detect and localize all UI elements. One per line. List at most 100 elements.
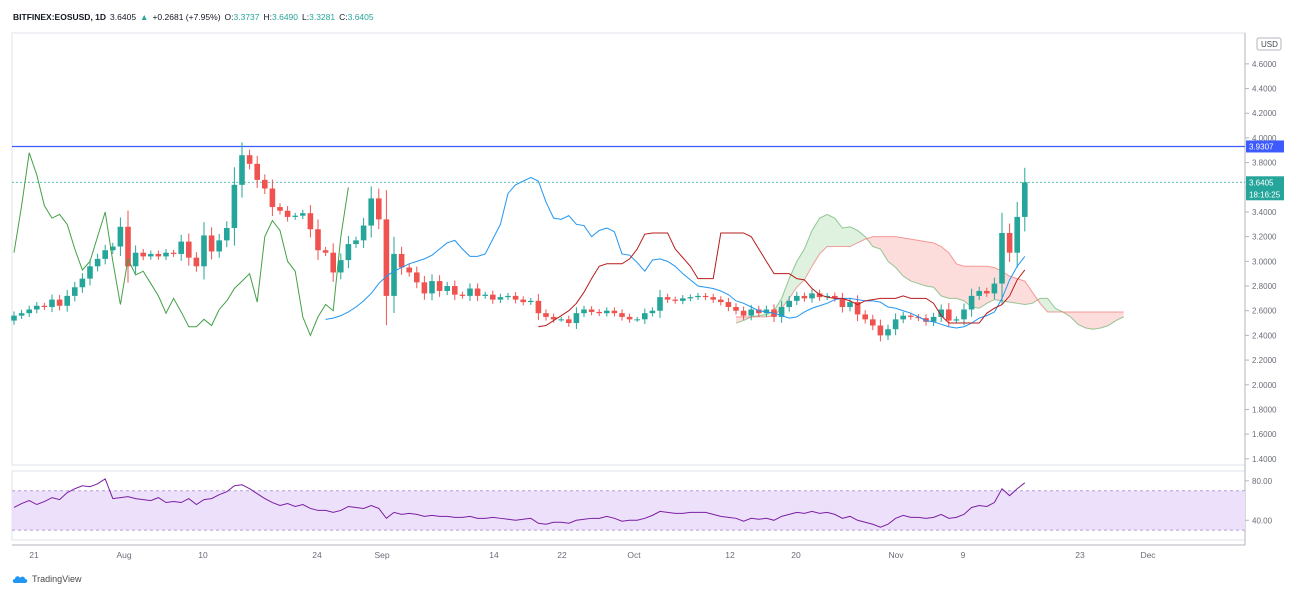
candle-body — [269, 188, 276, 208]
last-price-box — [1246, 176, 1284, 201]
x-tick-label: 9 — [961, 550, 966, 560]
senkou-a-line — [735, 213, 1124, 330]
tenkan-line — [325, 176, 1026, 329]
candle-body — [315, 229, 321, 251]
candle-body — [573, 313, 580, 324]
cloud-segment — [1047, 298, 1056, 312]
cloud-segment — [1116, 311, 1124, 321]
cloud-segment — [736, 316, 744, 324]
candle-body — [148, 253, 154, 257]
candle-body — [345, 244, 352, 261]
candle-body — [946, 309, 952, 321]
candle-body — [968, 295, 975, 310]
candle-body — [748, 309, 754, 316]
symbol-label[interactable]: BITFINEX:EOSUSD, 1D — [13, 12, 107, 22]
cloud-segment — [1070, 311, 1078, 325]
candle-body — [763, 309, 770, 314]
close-label: C: — [339, 12, 348, 22]
candle-body — [322, 250, 329, 253]
candle-body — [18, 313, 25, 316]
candle-body — [984, 290, 990, 294]
candle-body — [611, 310, 618, 314]
candle-body — [816, 293, 823, 298]
candle-body — [64, 295, 70, 306]
cloud-segment — [933, 242, 942, 296]
candle-body — [778, 307, 785, 317]
y-tick-label: 2.8000 — [1252, 282, 1277, 291]
level-price-box — [1246, 140, 1284, 153]
candle-body — [94, 258, 101, 267]
chart-header: BITFINEX:EOSUSD, 1D 3.6405 ▲ +0.2681 (+7… — [13, 9, 374, 25]
candle-body — [885, 329, 891, 336]
candle-body — [125, 226, 131, 267]
candle-body — [824, 295, 830, 298]
cloud-segment — [819, 214, 828, 254]
candle-body — [740, 310, 747, 316]
up-arrow-icon: ▲ — [140, 12, 149, 22]
candle-body — [1014, 216, 1020, 253]
cloud-segment — [804, 230, 812, 280]
candle-body — [535, 300, 542, 314]
high-label: H: — [263, 12, 273, 22]
candle-body — [132, 252, 139, 267]
candle-body — [391, 253, 397, 296]
x-tick-label: Oct — [627, 550, 641, 560]
candle-body — [756, 309, 762, 314]
candle-body — [877, 325, 884, 336]
candle-body — [619, 313, 625, 317]
candle-body — [482, 294, 488, 296]
cloud-segment — [842, 226, 850, 247]
candle-body — [26, 309, 32, 314]
candle-body — [854, 302, 861, 315]
change-label: +0.2681 (+7.95%) — [152, 12, 221, 22]
y-tick-label: 2.2000 — [1252, 356, 1277, 365]
candle-body — [505, 295, 511, 298]
x-tick-label: 23 — [1075, 550, 1085, 560]
candle-body — [664, 297, 671, 300]
candle-body — [794, 295, 800, 301]
candle-body — [186, 241, 192, 258]
candle-body — [353, 240, 359, 245]
candle-body — [383, 219, 390, 296]
candle-body — [870, 319, 876, 326]
candle-body — [1006, 232, 1013, 253]
candle-body — [672, 299, 678, 301]
candle-body — [444, 286, 450, 291]
candle-body — [110, 246, 116, 251]
candle-body — [657, 297, 663, 311]
y-tick-label: 3.4000 — [1252, 208, 1277, 217]
candle-body — [87, 266, 93, 279]
level-price-label: 3.9307 — [1249, 142, 1274, 151]
candle-body — [961, 309, 967, 320]
y-tick-label: 3.2000 — [1252, 233, 1277, 242]
x-tick-label: 14 — [489, 550, 499, 560]
footer: TradingView — [12, 574, 82, 584]
candle-body — [490, 294, 496, 300]
candle-body — [809, 293, 815, 299]
last-price-badge: 3.6405 18:16:25 — [1246, 176, 1284, 201]
cloud-segment — [1078, 311, 1086, 328]
cloud-segment — [918, 240, 926, 287]
candle-body — [368, 198, 374, 226]
brand-label[interactable]: TradingView — [32, 574, 82, 584]
candle-body — [170, 252, 177, 254]
candle-body — [581, 309, 587, 314]
candle-body — [642, 313, 648, 320]
cloud-segment — [986, 266, 995, 304]
currency-label: USD — [1261, 40, 1278, 49]
low-label: L: — [302, 12, 310, 22]
candle-body — [330, 252, 336, 273]
cloud-segment — [1024, 281, 1033, 305]
candle-body — [558, 319, 564, 321]
candle-body — [930, 316, 937, 322]
candle-body — [543, 313, 549, 317]
x-tick-label: Dec — [1140, 550, 1156, 560]
candle-body — [239, 155, 245, 185]
x-tick-label: 22 — [557, 550, 567, 560]
x-tick-label: 10 — [198, 550, 208, 560]
candle-body — [201, 235, 207, 267]
x-tick-label: 24 — [312, 550, 322, 560]
cloud-segment — [1017, 278, 1025, 305]
open-label: O: — [224, 12, 234, 22]
